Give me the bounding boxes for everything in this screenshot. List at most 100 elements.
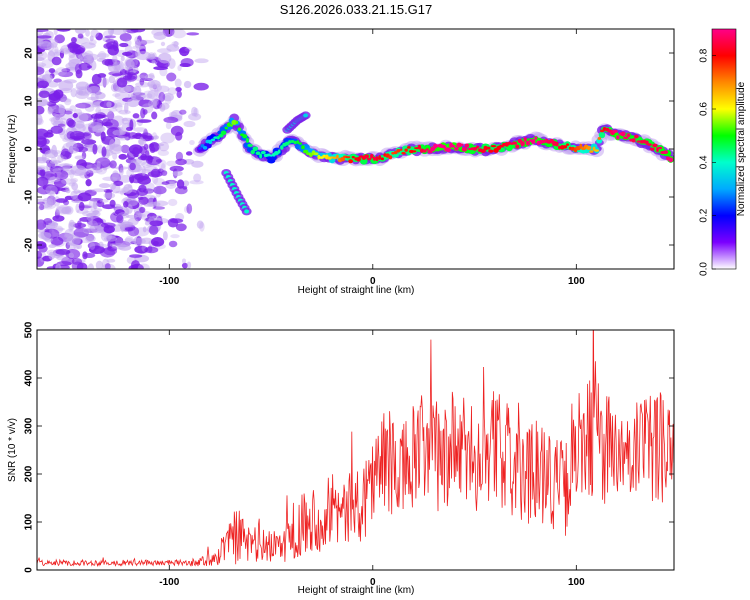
noise-blob [59,48,65,54]
noise-blob [124,85,134,92]
noise-blob [140,153,147,161]
noise-blob [60,98,72,103]
noise-blob [68,146,80,154]
ridge-blob [220,130,227,135]
noise-blob [135,236,142,246]
noise-blob [50,236,64,246]
noise-blob [84,234,96,243]
ridge-blob [597,136,602,140]
noise-blob [152,241,159,246]
noise-blob [70,190,78,200]
noise-blob [37,156,50,164]
noise-blob [55,198,68,203]
noise-blob [199,221,205,232]
noise-blob [61,178,77,185]
ridge-blob [459,143,464,146]
noise-blob [123,200,129,208]
noise-blob [90,208,103,213]
noise-blob [141,165,146,176]
noise-blob [91,73,102,85]
ridge-blob [647,143,652,146]
noise-blob [93,124,104,133]
ridge-blob [202,145,208,150]
noise-blob [183,120,196,128]
ridge-blob [472,146,478,151]
noise-blob [134,245,149,254]
noise-blob [55,248,71,255]
noise-blob [124,237,133,243]
noise-blob [86,213,93,222]
ridge-blob [530,139,536,145]
noise-blob [112,61,123,71]
ridge-blob [649,147,655,151]
noise-blob [50,156,58,168]
noise-blob [138,99,153,108]
noise-blob [164,94,172,105]
colorbar-label: Normalized spectral amplitude [736,81,747,216]
noise-blob [88,198,97,209]
noise-blob [153,66,169,71]
noise-blob [102,77,107,88]
noise-blob [104,35,117,39]
noise-blob [124,59,135,70]
noise-blob [168,180,176,187]
ridge-blob [620,131,626,137]
noise-blob [147,79,161,89]
noise-blob [38,231,52,240]
colorbar: 0.0 0.2 0.4 0.6 0.8 Normalized spectral ampl… [699,28,747,276]
noise-blob [72,113,78,119]
noise-blob [49,160,62,164]
noise-blob [101,58,114,66]
spectrogram-y-tick-label: 10 [24,95,35,107]
noise-blob [85,29,90,37]
noise-blob [54,170,69,181]
noise-blob [66,118,75,127]
ridge-blob [639,139,644,144]
noise-blob [50,186,61,192]
noise-blob [37,198,47,203]
spectrogram-x-tick-label: -100 [159,276,179,287]
noise-blob [179,109,187,115]
noise-blob [142,226,147,233]
noise-blob [45,185,58,195]
noise-blob [116,135,129,141]
spectrogram-x-tick-label: 100 [568,276,585,287]
noise-blob [128,144,143,155]
noise-blob [75,132,91,137]
colorbar-tick-label: 0.8 [699,48,710,62]
noise-blob [97,51,107,60]
noise-blob [78,52,93,61]
noise-blob [132,113,140,119]
noise-blob [53,51,62,56]
ridge-blob [348,159,353,164]
noise-blob [118,163,124,173]
noise-blob [135,51,151,61]
noise-blob [127,217,139,226]
noise-blob [148,99,158,109]
ridge-blob [542,139,546,144]
noise-blob [75,102,91,109]
noise-blob [165,122,172,130]
snr-x-tick-label: -100 [159,577,179,588]
snr-y-tick-label: 200 [24,465,35,482]
noise-blob [124,236,135,246]
noise-blob [51,144,57,156]
noise-blob [86,96,98,101]
ridge-blob [534,136,538,140]
noise-blob [50,42,58,49]
noise-blob [96,53,110,58]
ridge-blob [231,119,238,125]
ridge-blob [598,131,606,139]
noise-blob [93,200,98,210]
noise-blob [46,266,57,269]
noise-blob [124,71,138,82]
noise-blob [135,132,142,137]
noise-blob [87,220,98,230]
noise-blob [99,199,109,203]
noise-blob [90,113,104,120]
noise-blob [77,33,84,39]
snr-x-label: Height of straight line (km) [298,585,415,596]
noise-blob [60,148,70,159]
noise-blob [55,67,68,76]
